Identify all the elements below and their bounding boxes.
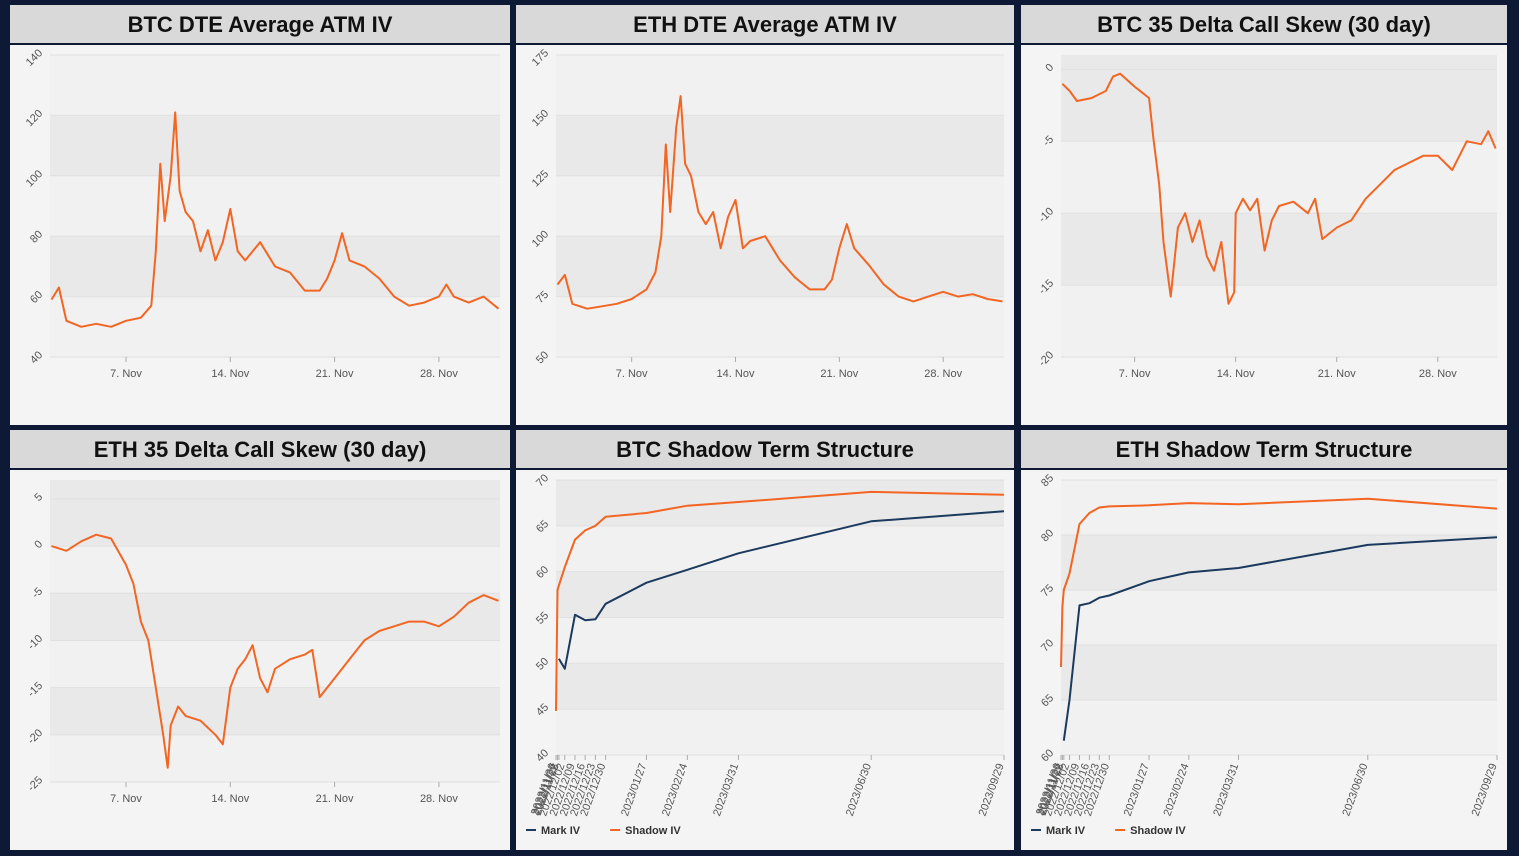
x-tick-label: 14. Nov	[211, 793, 249, 805]
panel-header	[10, 5, 510, 43]
grid-band	[556, 55, 1004, 116]
panel-header	[1021, 430, 1507, 468]
x-tick-label: 7. Nov	[1119, 368, 1151, 380]
panel-title: ETH 35 Delta Call Skew (30 day)	[94, 437, 427, 462]
panel-header	[1021, 5, 1507, 43]
panel-header	[516, 430, 1014, 468]
x-tick-label: 28. Nov	[420, 793, 458, 805]
panel-header	[516, 5, 1014, 43]
panel: BTC DTE Average ATM IV4060801001201407. …	[10, 5, 510, 425]
x-tick-label: 21. Nov	[1318, 368, 1356, 380]
x-tick-label: 7. Nov	[110, 368, 142, 380]
grid-band	[50, 175, 500, 237]
x-tick-label: 14. Nov	[211, 368, 249, 380]
panel: ETH DTE Average ATM IV50751001251501757.…	[516, 5, 1014, 425]
panel: BTC Shadow Term Structure404550556065702…	[516, 430, 1014, 850]
series-line	[1061, 72, 1497, 305]
x-tick-label: 21. Nov	[316, 368, 354, 380]
series-line	[1062, 536, 1498, 741]
x-tick-label: 28. Nov	[420, 368, 458, 380]
series-line	[556, 95, 1003, 310]
grid-band	[50, 734, 500, 782]
grid-band	[50, 640, 500, 688]
x-tick-label: 28. Nov	[924, 368, 962, 380]
panel-title: ETH DTE Average ATM IV	[633, 12, 897, 37]
x-tick-label: 14. Nov	[1217, 368, 1255, 380]
grid-band	[50, 546, 500, 594]
x-tick-label: 7. Nov	[110, 793, 142, 805]
series-line	[558, 510, 1005, 670]
grid-band	[1061, 480, 1497, 535]
grid-band	[556, 709, 1004, 755]
panel: ETH Shadow Term Structure606570758085202…	[1021, 430, 1507, 850]
grid-band	[1061, 285, 1497, 357]
legend-label: Mark IV	[541, 825, 581, 837]
legend-label: Shadow IV	[1130, 825, 1186, 837]
plot-area	[50, 480, 500, 782]
panel: BTC 35 Delta Call Skew (30 day)-20-15-10…	[1021, 5, 1507, 425]
grid-band	[1061, 141, 1497, 214]
panel-title: BTC DTE Average ATM IV	[128, 12, 393, 37]
grid-band	[556, 525, 1004, 572]
grid-band	[50, 296, 500, 357]
grid-band	[556, 175, 1004, 237]
x-tick-label: 21. Nov	[820, 368, 858, 380]
grid-band	[1061, 590, 1497, 645]
x-tick-label: 28. Nov	[1419, 368, 1457, 380]
series-line	[51, 533, 499, 769]
series-line	[50, 111, 500, 328]
panel-header	[10, 430, 510, 468]
panel-title: BTC 35 Delta Call Skew (30 day)	[1097, 12, 1431, 37]
grid-band	[556, 296, 1004, 357]
panel-title: ETH Shadow Term Structure	[1116, 437, 1413, 462]
series-line	[555, 490, 1005, 712]
grid-band	[50, 55, 500, 116]
panel-title: BTC Shadow Term Structure	[616, 437, 914, 462]
legend-label: Shadow IV	[625, 825, 681, 837]
grid-band	[1061, 700, 1497, 755]
series-line	[1060, 497, 1498, 668]
panel: ETH 35 Delta Call Skew (30 day)-25-20-15…	[10, 430, 510, 850]
x-tick-label: 7. Nov	[616, 368, 648, 380]
grid-band	[556, 617, 1004, 664]
legend-label: Mark IV	[1046, 825, 1086, 837]
x-tick-label: 14. Nov	[717, 368, 755, 380]
x-tick-label: 21. Nov	[316, 793, 354, 805]
